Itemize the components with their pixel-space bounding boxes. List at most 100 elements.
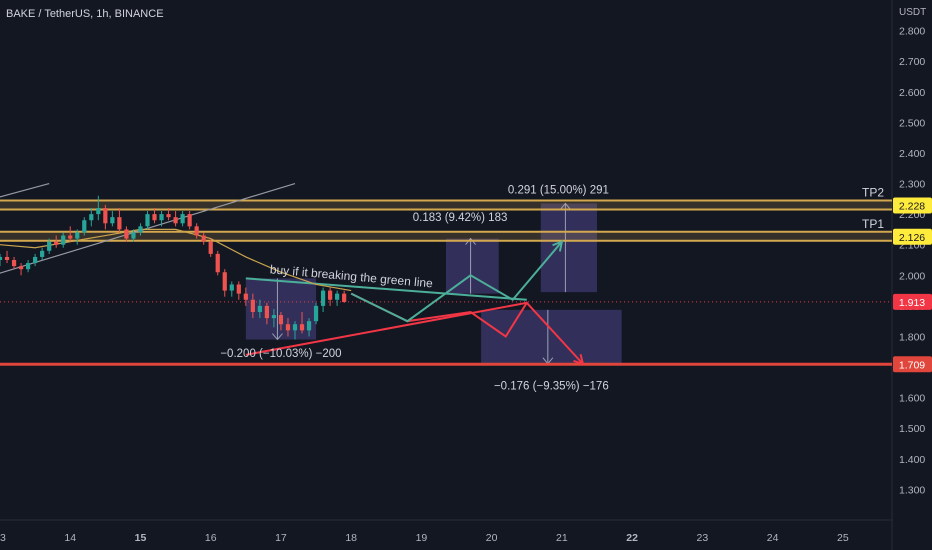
x-tick-label: 17 [275,532,287,544]
candle-body[interactable] [292,324,298,331]
candle-body[interactable] [194,226,199,236]
measure-arrow-left-head [272,333,283,341]
candle-body[interactable] [96,208,101,215]
tp1-level-band [0,231,892,242]
y-tick-label: 1.400 [899,454,925,466]
x-tick-label: 25 [837,532,849,544]
candle-body[interactable] [243,293,248,300]
measure-label-tp1: 0.183 (9.42%) 183 [413,212,508,224]
candle-body[interactable] [4,256,10,260]
measure-box-tp1[interactable] [446,238,499,294]
x-tick-label: 16 [205,532,217,544]
candle-body[interactable] [187,214,192,227]
candle-body[interactable] [54,241,59,245]
y-tick-label: 2.700 [899,56,925,68]
candle-body[interactable] [47,241,52,251]
x-tick-label: 18 [345,532,357,544]
price-badge-tp2-text: 2.228 [899,201,925,213]
candle-body[interactable] [306,321,312,331]
candle-body[interactable] [328,290,333,300]
projection-green-path-arrowhead [552,240,564,252]
candle-body[interactable] [250,299,255,312]
tp2-label: TP2 [862,186,884,200]
candle-body[interactable] [264,305,270,319]
measure-box-down[interactable] [481,309,622,364]
candle-body[interactable] [236,284,241,294]
candle-body[interactable] [103,208,108,224]
candle-body[interactable] [229,284,234,291]
price-badge-tp2 [893,197,932,214]
price-badge-support-text: 1.709 [899,359,925,371]
candle-body[interactable] [18,266,24,270]
x-tick-label: 14 [64,532,76,544]
measure-label-tp2: 0.291 (15.00%) 291 [508,185,609,197]
candle-body[interactable] [0,256,3,260]
x-tick-label: 15 [135,532,147,544]
candle-body[interactable] [131,232,136,239]
candle-body[interactable] [271,315,277,319]
price-badge-current [893,293,932,310]
candle-body[interactable] [33,256,38,264]
projection-green-path[interactable] [350,241,563,323]
candle-body[interactable] [124,229,129,239]
candle-body[interactable] [335,293,340,300]
y-tick-label: 1.300 [899,484,925,496]
x-tick-label: 22 [626,532,638,544]
candle-body[interactable] [173,217,178,224]
candle-body[interactable] [159,214,164,221]
candle-body[interactable] [68,235,73,239]
y-tick-label: 1.500 [899,423,925,435]
y-tick-label: 2.600 [899,87,925,99]
candle-body[interactable] [208,241,213,254]
candle-body[interactable] [25,263,31,270]
candle-body[interactable] [89,214,94,221]
candle-body[interactable] [75,232,80,239]
candle-body[interactable] [313,305,319,322]
projection-red-path-arrowhead [573,354,585,366]
candle-body[interactable] [299,324,305,331]
candle-body[interactable] [180,214,185,224]
measure-box-tp2[interactable] [540,203,598,293]
candle-body[interactable] [320,290,326,306]
candle-body[interactable] [138,226,143,233]
candle-body[interactable] [145,214,150,227]
candle-body[interactable] [152,214,157,221]
measure-label-down: −0.176 (−9.35%) −176 [494,380,609,392]
tp1-label: TP1 [862,217,884,231]
price-badge-tp1 [893,228,932,245]
y-tick-label: 2.800 [899,26,925,38]
candle-body[interactable] [40,250,45,257]
x-tick-label: 23 [697,532,709,544]
x-tick-label: 19 [416,532,428,544]
trend-line-gray[interactable] [0,182,50,199]
candle-body[interactable] [117,217,122,230]
y-tick-label: 2.300 [899,179,925,191]
x-tick-label: 21 [556,532,568,544]
symbol-title: BAKE / TetherUS, 1h, BINANCE [6,8,164,20]
price-badge-current-text: 1.913 [899,297,925,309]
candle-body[interactable] [11,260,17,267]
candle-body[interactable] [215,253,220,273]
y-tick-label: 2.400 [899,148,925,160]
tp2-level-band [0,200,892,211]
candle-body[interactable] [110,217,115,224]
candle-body[interactable] [201,235,206,242]
candle-body[interactable] [342,293,347,302]
trend-line-green[interactable] [245,277,527,301]
candle-body[interactable] [278,315,284,325]
candle-body[interactable] [82,220,87,233]
candle-body[interactable] [61,235,66,245]
trend-line-red[interactable] [245,301,527,356]
y-tick-label: 2.000 [899,270,925,282]
price-badge-support [893,356,932,373]
candle-body[interactable] [166,214,171,218]
candle-body[interactable] [285,324,291,331]
x-tick-label: 13 [0,532,6,544]
candle-body[interactable] [222,272,227,291]
measure-arrow-tp2-head [560,202,571,210]
candle-body[interactable] [257,305,262,312]
y-tick-label: 2.500 [899,117,925,129]
